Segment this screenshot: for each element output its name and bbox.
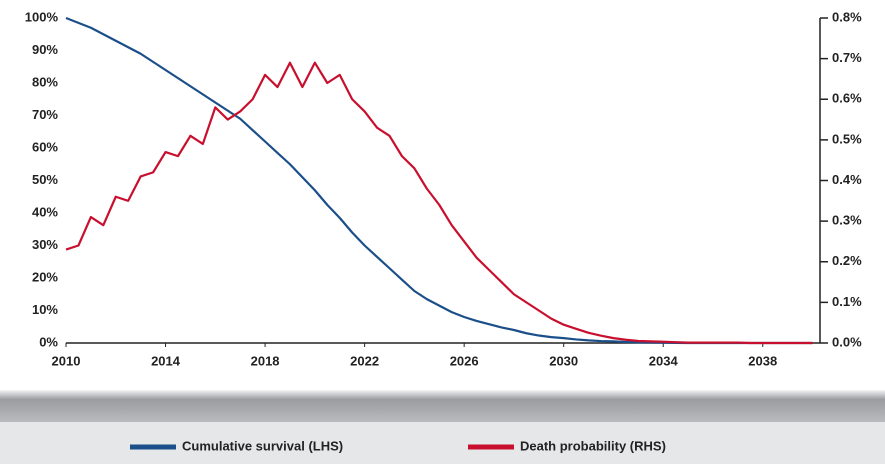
x-tick-label: 2026: [450, 353, 479, 368]
y2-tick-label: 0.8%: [832, 9, 862, 24]
y2-tick-label: 0.5%: [832, 131, 862, 146]
y2-tick-label: 0.4%: [832, 172, 862, 187]
x-tick-label: 2038: [748, 353, 777, 368]
y-tick-label: 10%: [32, 302, 58, 317]
x-tick-label: 2022: [350, 353, 379, 368]
y-tick-label: 90%: [32, 42, 58, 57]
x-tick-label: 2030: [549, 353, 578, 368]
y2-tick-label: 0.3%: [832, 213, 862, 228]
y-tick-label: 70%: [32, 107, 58, 122]
y-tick-label: 30%: [32, 237, 58, 252]
y2-tick-label: 0.2%: [832, 253, 862, 268]
legend-label: Death probability (RHS): [520, 438, 666, 453]
y2-tick-label: 0.7%: [832, 50, 862, 65]
legend-label: Cumulative survival (LHS): [182, 438, 343, 453]
y-tick-label: 80%: [32, 74, 58, 89]
x-tick-label: 2014: [151, 353, 181, 368]
y-tick-label: 0%: [39, 334, 58, 349]
y-tick-label: 20%: [32, 269, 58, 284]
series-line: [65, 61, 813, 345]
y2-tick-label: 0.1%: [832, 294, 862, 309]
y-tick-label: 60%: [32, 139, 58, 154]
y2-tick-label: 0.0%: [832, 334, 862, 349]
plot-background: [0, 0, 885, 390]
y-tick-label: 40%: [32, 204, 58, 219]
y-tick-label: 100%: [25, 9, 59, 24]
x-tick-label: 2010: [52, 353, 81, 368]
x-tick-label: 2034: [649, 353, 679, 368]
y-tick-label: 50%: [32, 172, 58, 187]
separator-band: [0, 390, 885, 422]
x-tick-label: 2018: [251, 353, 280, 368]
y2-tick-label: 0.6%: [832, 91, 862, 106]
legend-background: [0, 422, 885, 464]
